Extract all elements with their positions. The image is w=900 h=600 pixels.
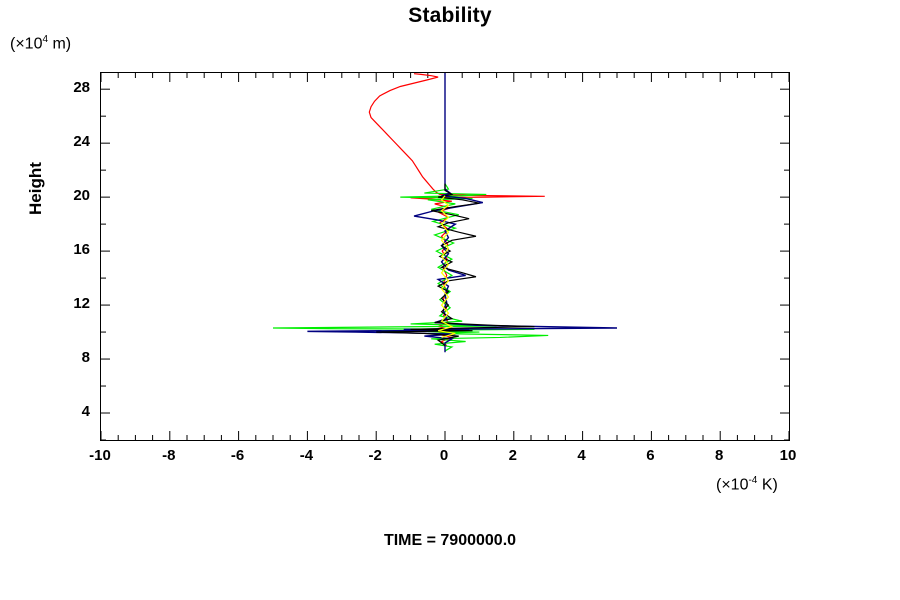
y-tick-label: 24 — [73, 133, 90, 151]
x-tick-label: -4 — [299, 447, 314, 464]
x-tick-label: 6 — [646, 447, 655, 464]
x-unit-prefix: (×10 — [716, 476, 749, 494]
x-unit-exponent: -4 — [748, 475, 758, 486]
time-annotation: TIME = 7900000.0 — [383, 532, 517, 549]
plot-canvas — [101, 73, 789, 440]
x-tick-label: 8 — [715, 447, 724, 464]
y-tick-label: 28 — [73, 79, 90, 97]
y-tick-label: 4 — [81, 403, 90, 420]
y-tick-label: 8 — [81, 349, 90, 367]
x-tick-label: -10 — [89, 447, 111, 464]
y-unit-exponent: 4 — [42, 34, 49, 45]
y-tick-label: 12 — [73, 295, 90, 313]
x-tick-label: 0 — [439, 447, 449, 464]
trace-navy — [307, 73, 618, 353]
x-tick-label: 10 — [779, 447, 797, 464]
y-unit-suffix: m) — [48, 35, 72, 53]
trace-yellow — [437, 195, 456, 339]
y-tick-label: 20 — [73, 187, 90, 205]
y-tick-label: 16 — [73, 241, 90, 259]
trace-red — [368, 73, 545, 347]
x-tick-label: 4 — [577, 447, 586, 464]
x-axis-unit-label: (×10-4 K) — [716, 475, 778, 494]
x-tick-label: -8 — [162, 447, 176, 464]
x-tick-label: 2 — [508, 447, 517, 464]
page-title: Stability — [408, 4, 492, 27]
y-axis-unit-label: (×104 m) — [10, 34, 71, 53]
plot-area — [100, 72, 790, 441]
x-tick-label: -6 — [230, 447, 245, 464]
x-tick-label: -2 — [368, 447, 382, 464]
trace-green — [272, 183, 549, 352]
x-unit-suffix: K) — [757, 476, 778, 494]
y-unit-prefix: (×10 — [10, 35, 43, 53]
data-traces — [272, 73, 618, 353]
